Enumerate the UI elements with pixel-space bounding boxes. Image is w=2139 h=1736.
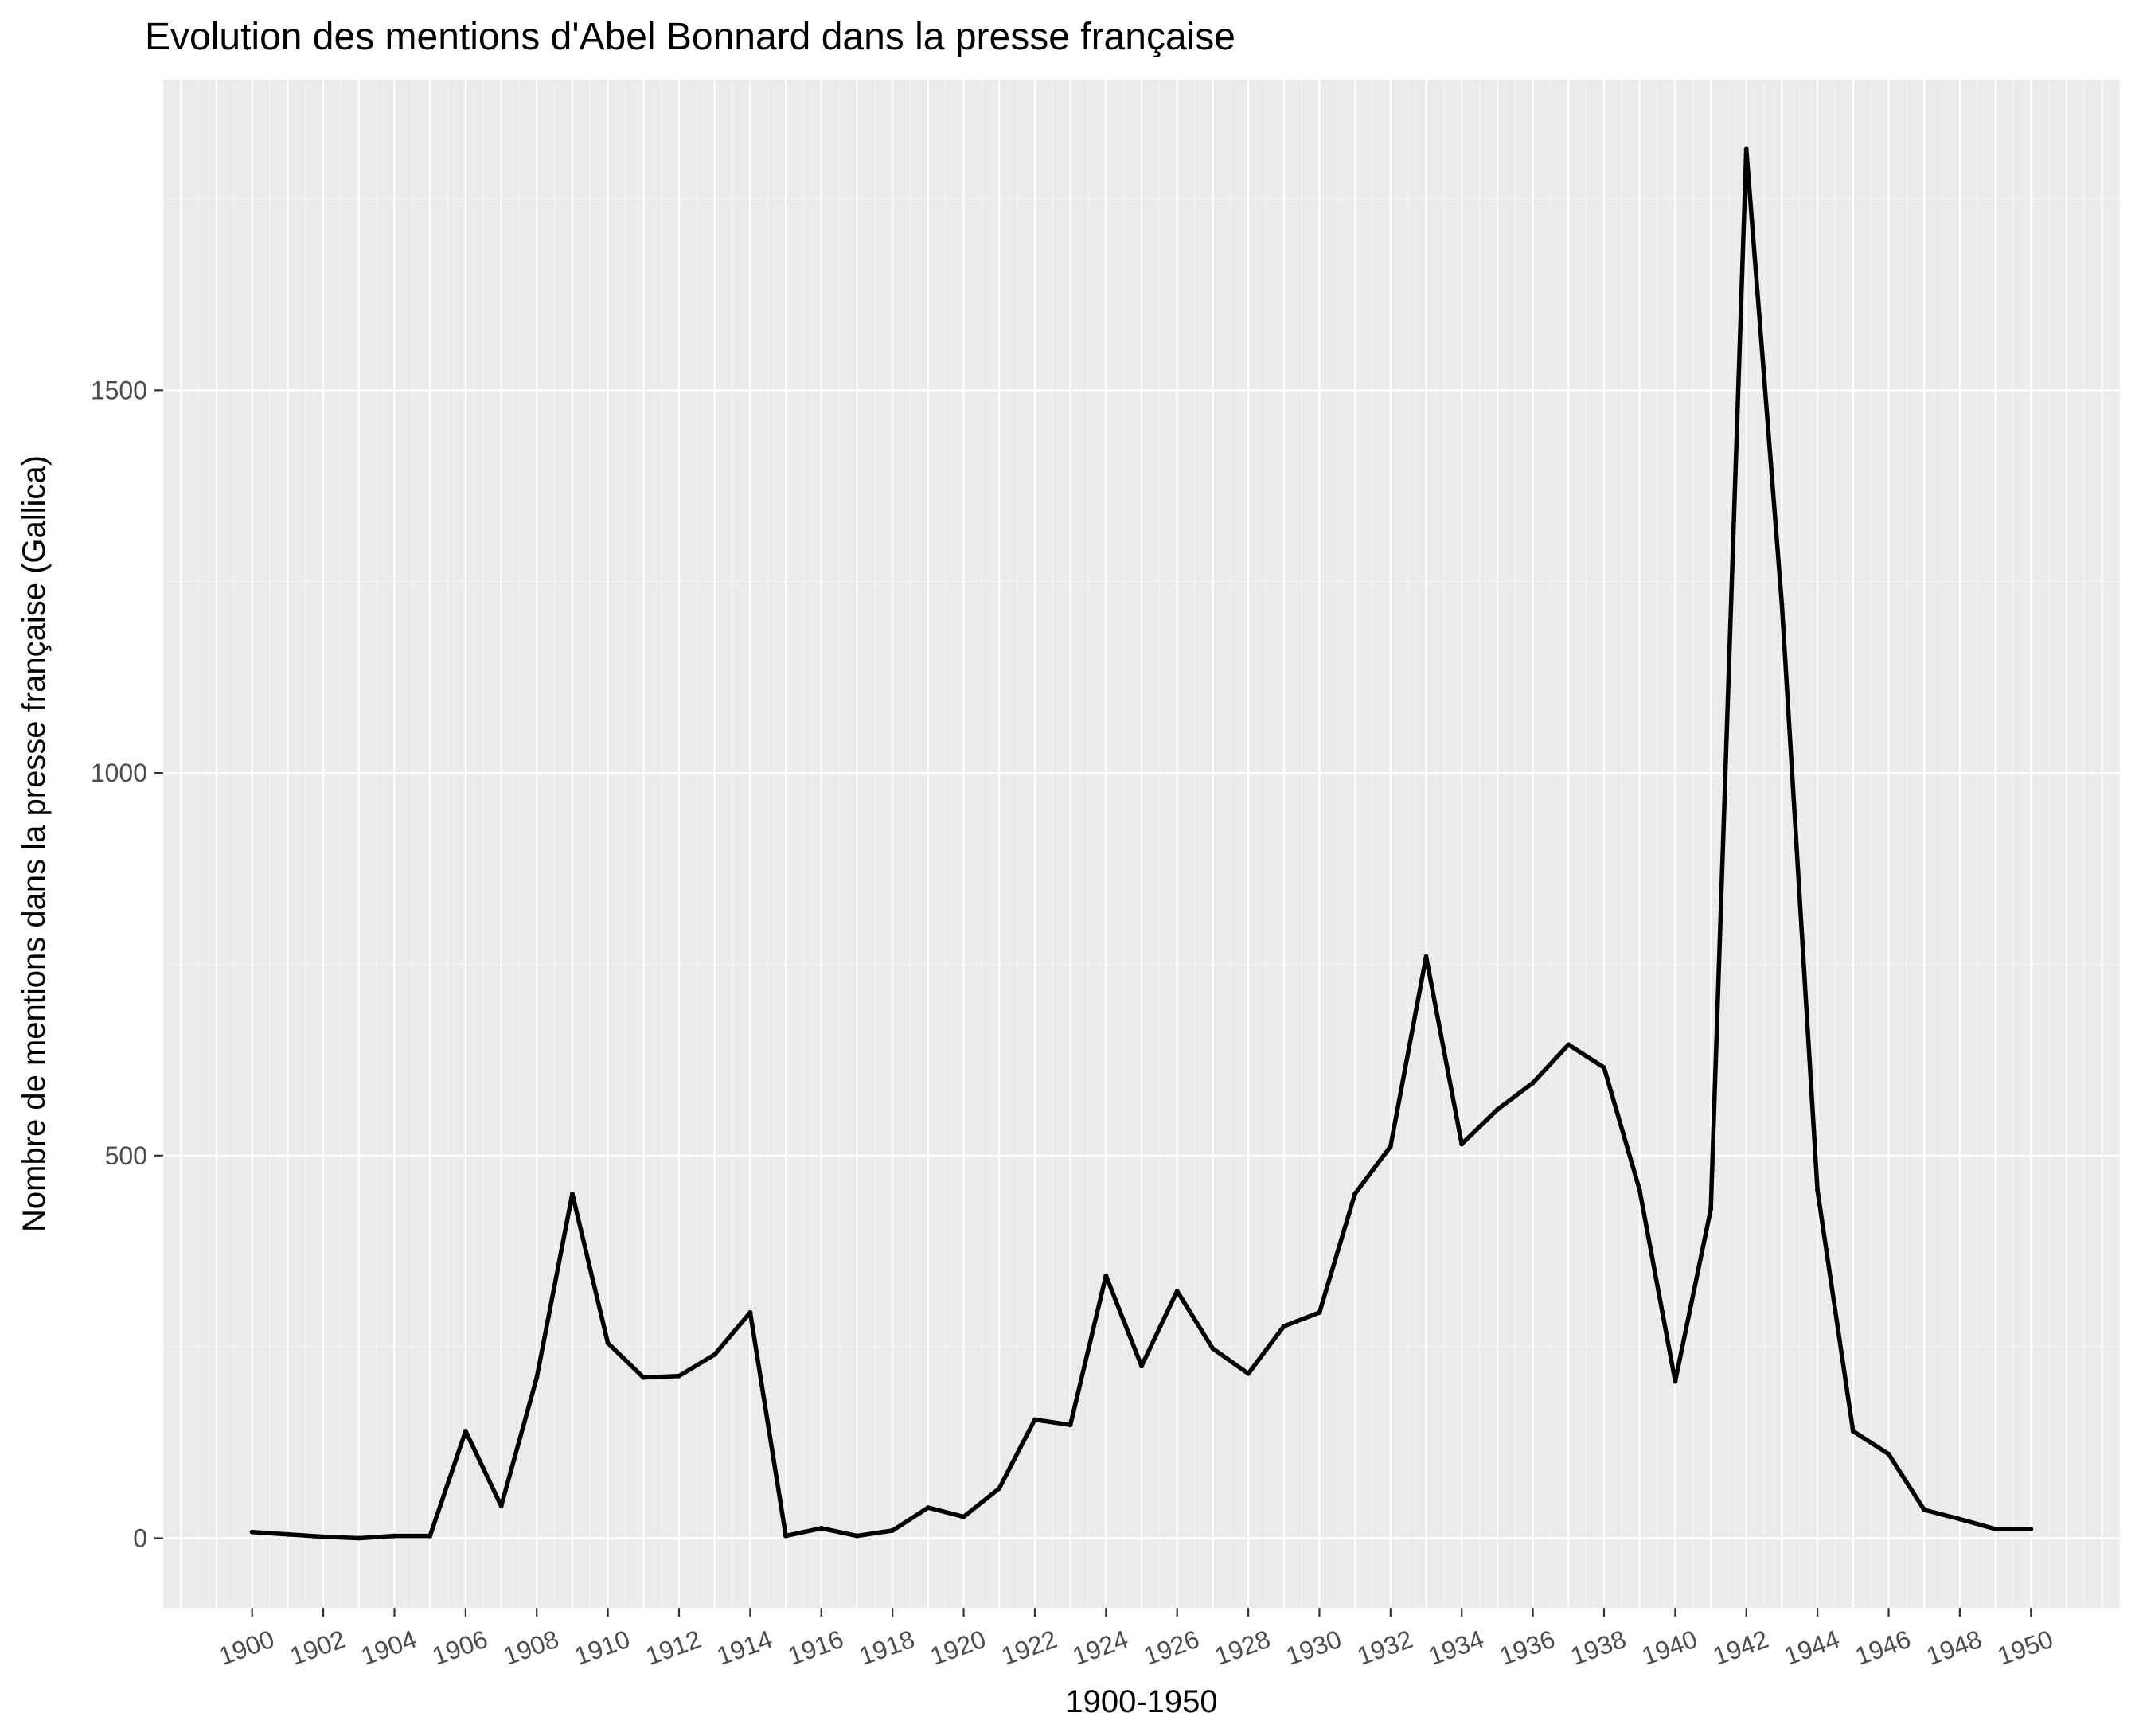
x-tick-label: 1930 (1282, 1625, 1345, 1671)
data-point (321, 1534, 326, 1539)
data-point (1388, 1144, 1393, 1149)
data-point (1103, 1273, 1109, 1278)
y-tick-label: 500 (105, 1141, 147, 1170)
y-axis: 0 500 1000 1500 (91, 376, 163, 1553)
data-point (712, 1352, 717, 1357)
grid-major (163, 80, 2120, 1608)
x-tick-label: 1908 (499, 1625, 562, 1671)
y-tick-label: 1000 (91, 759, 147, 787)
data-point (997, 1486, 1002, 1491)
data-point (854, 1533, 860, 1539)
data-point (1708, 1207, 1714, 1212)
x-tick-label: 1940 (1638, 1625, 1701, 1671)
x-tick-label: 1938 (1567, 1625, 1630, 1671)
data-point (1922, 1507, 1927, 1512)
x-tick-label: 1936 (1496, 1625, 1559, 1671)
x-tick-label: 1918 (855, 1625, 918, 1671)
data-point (1459, 1141, 1465, 1147)
y-tick-label: 1500 (91, 376, 147, 404)
data-point (1423, 954, 1429, 959)
data-point (1174, 1289, 1180, 1293)
grid-minor (162, 80, 2121, 1608)
data-point (641, 1375, 646, 1380)
x-axis-title: 1900-1950 (1065, 1684, 1217, 1719)
data-point (463, 1428, 468, 1434)
data-point (1246, 1371, 1251, 1376)
x-tick-label: 1928 (1211, 1625, 1274, 1671)
x-tick-label: 1934 (1424, 1625, 1487, 1671)
data-point (1815, 1188, 1821, 1193)
data-point (534, 1375, 540, 1380)
x-tick-label: 1944 (1780, 1625, 1843, 1671)
data-point (1210, 1346, 1216, 1352)
data-point (1317, 1309, 1322, 1315)
x-axis: 1900 1902 1904 1906 1908 1910 1912 1914 1916 1918… (215, 1608, 2057, 1671)
x-tick-label: 1914 (713, 1625, 776, 1671)
data-point (818, 1526, 824, 1531)
x-tick-label: 1906 (428, 1625, 491, 1671)
x-tick-label: 1942 (1709, 1625, 1772, 1671)
data-point (1530, 1080, 1536, 1086)
x-tick-label: 1932 (1353, 1625, 1416, 1671)
data-point (677, 1373, 681, 1379)
data-point (1032, 1417, 1037, 1422)
data-point (605, 1340, 611, 1346)
data-point (1673, 1379, 1678, 1384)
data-point (961, 1514, 966, 1519)
chart-title: Evolution des mentions d'Abel Bonnard da… (145, 16, 1235, 58)
data-point (498, 1504, 504, 1509)
data-point (1993, 1527, 1998, 1531)
x-tick-label: 1946 (1852, 1625, 1915, 1671)
x-tick-label: 1904 (357, 1625, 420, 1671)
data-point (783, 1533, 789, 1539)
x-tick-label: 1950 (1993, 1625, 2056, 1671)
data-point (1779, 602, 1785, 607)
series-layer (249, 146, 2034, 1541)
data-point (1850, 1428, 1856, 1434)
x-tick-label: 1926 (1140, 1625, 1203, 1671)
x-tick-label: 1920 (927, 1625, 989, 1671)
data-point (1637, 1188, 1642, 1193)
x-tick-label: 1902 (286, 1625, 349, 1671)
data-point (1743, 146, 1749, 152)
data-point (1494, 1107, 1500, 1113)
x-tick-label: 1916 (784, 1625, 847, 1671)
data-point (1139, 1363, 1144, 1369)
data-point (1602, 1065, 1606, 1071)
data-point (747, 1309, 753, 1315)
data-point (392, 1533, 397, 1539)
y-tick-label: 0 (133, 1524, 147, 1553)
x-tick-label: 1948 (1922, 1625, 1985, 1671)
data-point (1281, 1324, 1286, 1329)
y-axis-title: Nombre de mentions dans la presse frança… (17, 455, 52, 1232)
data-point (1886, 1451, 1891, 1457)
x-tick-label: 1922 (997, 1625, 1060, 1671)
data-point (285, 1531, 291, 1537)
data-point (1068, 1422, 1073, 1428)
data-point (427, 1533, 433, 1539)
x-tick-label: 1924 (1068, 1625, 1131, 1671)
data-point (569, 1191, 575, 1196)
data-point (2028, 1527, 2034, 1531)
data-point (356, 1535, 361, 1541)
data-point (925, 1505, 931, 1511)
data-point (1352, 1191, 1358, 1196)
data-point (1566, 1042, 1571, 1047)
x-tick-label: 1912 (642, 1625, 705, 1671)
x-tick-label: 1900 (215, 1625, 278, 1671)
x-tick-label: 1910 (571, 1625, 634, 1671)
data-point (890, 1527, 896, 1533)
data-point (1957, 1516, 1962, 1522)
data-point (249, 1529, 255, 1535)
